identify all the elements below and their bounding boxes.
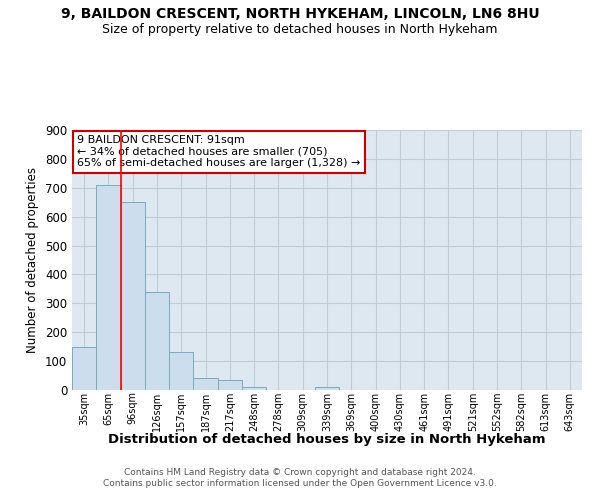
Y-axis label: Number of detached properties: Number of detached properties [26, 167, 40, 353]
Bar [169, 352, 193, 390]
Bar [72, 346, 96, 390]
Bar [242, 387, 266, 390]
Text: 9, BAILDON CRESCENT, NORTH HYKEHAM, LINCOLN, LN6 8HU: 9, BAILDON CRESCENT, NORTH HYKEHAM, LINC… [61, 8, 539, 22]
Text: Distribution of detached houses by size in North Hykeham: Distribution of detached houses by size … [108, 432, 546, 446]
Bar [121, 202, 145, 390]
Text: Contains HM Land Registry data © Crown copyright and database right 2024.
Contai: Contains HM Land Registry data © Crown c… [103, 468, 497, 487]
Bar [96, 185, 121, 390]
Bar [193, 378, 218, 390]
Text: 9 BAILDON CRESCENT: 91sqm
← 34% of detached houses are smaller (705)
65% of semi: 9 BAILDON CRESCENT: 91sqm ← 34% of detac… [77, 135, 361, 168]
Bar [315, 387, 339, 390]
Bar [218, 380, 242, 390]
Text: Size of property relative to detached houses in North Hykeham: Size of property relative to detached ho… [102, 22, 498, 36]
Bar [145, 292, 169, 390]
